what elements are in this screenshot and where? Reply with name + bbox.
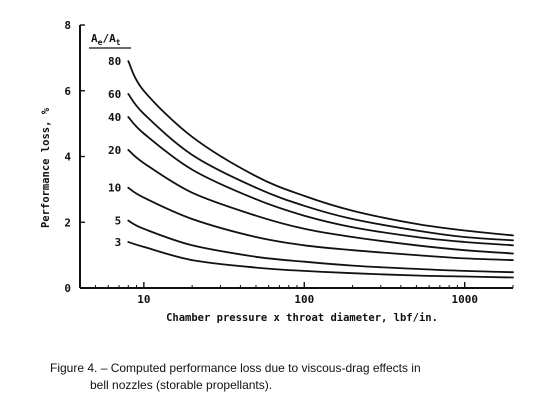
y-tick-label: 2	[64, 216, 71, 229]
x-tick-label: 10	[137, 293, 150, 306]
curve-labels: 3 5 10 20 40 60 80	[108, 55, 121, 249]
series-line-60	[127, 93, 514, 242]
figure-caption: Figure 4. – Computed performance loss du…	[50, 360, 520, 394]
y-tick-label: 8	[64, 19, 71, 32]
curves	[127, 60, 514, 279]
y-axis-label: Performance loss, %	[40, 107, 52, 228]
series-line-5	[127, 219, 514, 274]
legend-title: Ae/At	[91, 32, 121, 47]
x-axis-label: Chamber pressure x throat diameter, lbf/…	[166, 312, 438, 324]
series-line-3	[127, 241, 514, 279]
x-tick-label: 100	[294, 293, 314, 306]
caption-line-2: bell nozzles (storable propellants).	[90, 378, 273, 392]
ticks: 0 2 4 6 8 10 100 1000	[64, 19, 514, 306]
curve-label-20: 20	[108, 144, 121, 157]
curve-label-5: 5	[115, 215, 122, 228]
series-line-40	[127, 116, 514, 247]
caption-line-1: Figure 4. – Computed performance loss du…	[50, 361, 421, 375]
series-line-10	[127, 186, 514, 261]
curve-label-80: 80	[108, 55, 121, 68]
curve-label-3: 3	[115, 236, 122, 249]
curve-label-10: 10	[108, 182, 121, 195]
x-tick-label: 1000	[451, 293, 478, 306]
series-line-20	[127, 149, 514, 255]
series-line-80	[127, 60, 514, 237]
y-tick-label: 4	[64, 151, 71, 164]
curve-label-40: 40	[108, 111, 121, 124]
y-tick-label: 0	[64, 282, 71, 295]
curve-label-60: 60	[108, 88, 121, 101]
y-tick-label: 6	[64, 85, 71, 98]
